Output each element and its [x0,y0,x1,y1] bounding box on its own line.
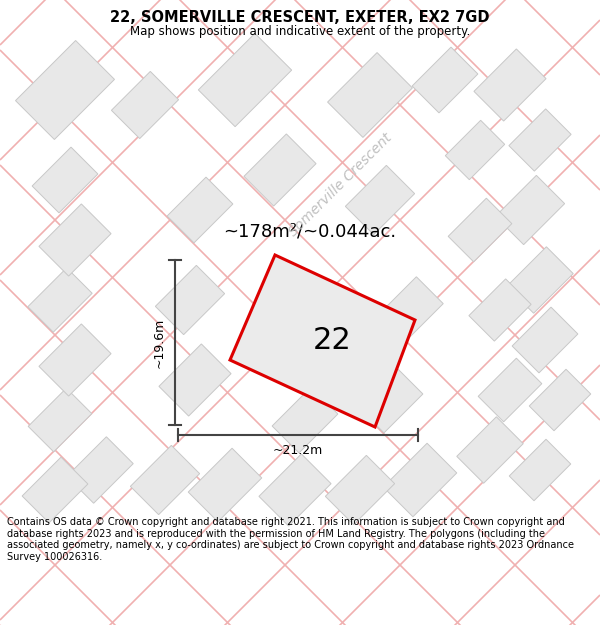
Polygon shape [32,147,98,213]
Polygon shape [512,307,578,373]
Polygon shape [325,456,395,524]
Polygon shape [28,268,92,332]
Polygon shape [509,439,571,501]
Polygon shape [39,324,111,396]
Polygon shape [474,49,546,121]
Bar [0,55,600,510]
Text: 22: 22 [313,326,351,355]
Bar [0,55,600,510]
Polygon shape [448,198,512,262]
Polygon shape [412,47,478,113]
Polygon shape [16,41,115,139]
Polygon shape [199,33,292,127]
Polygon shape [469,279,531,341]
Text: Map shows position and indicative extent of the property.: Map shows position and indicative extent… [130,26,470,39]
Polygon shape [159,344,231,416]
Polygon shape [496,176,565,244]
Polygon shape [130,446,200,514]
Polygon shape [272,387,338,453]
Polygon shape [507,247,573,313]
Polygon shape [188,448,262,522]
Polygon shape [167,177,233,243]
Polygon shape [478,358,542,422]
Polygon shape [346,166,415,234]
Polygon shape [112,71,179,139]
Polygon shape [457,417,523,483]
Polygon shape [230,255,415,427]
Polygon shape [529,369,591,431]
Text: Somerville Crescent: Somerville Crescent [286,131,394,239]
Polygon shape [383,443,457,517]
Polygon shape [28,388,92,452]
Polygon shape [244,134,316,206]
Text: ~19.6m: ~19.6m [152,318,166,368]
Text: ~21.2m: ~21.2m [273,444,323,458]
Polygon shape [328,52,412,138]
Polygon shape [509,109,571,171]
Polygon shape [357,367,423,433]
Polygon shape [22,457,88,523]
Polygon shape [39,204,111,276]
Text: Contains OS data © Crown copyright and database right 2021. This information is : Contains OS data © Crown copyright and d… [7,517,574,562]
Polygon shape [67,437,133,503]
Text: 22, SOMERVILLE CRESCENT, EXETER, EX2 7GD: 22, SOMERVILLE CRESCENT, EXETER, EX2 7GD [110,9,490,24]
Polygon shape [259,454,331,526]
Text: ~178m²/~0.044ac.: ~178m²/~0.044ac. [223,222,397,240]
Polygon shape [155,266,224,334]
Polygon shape [377,277,443,343]
Polygon shape [445,120,505,180]
